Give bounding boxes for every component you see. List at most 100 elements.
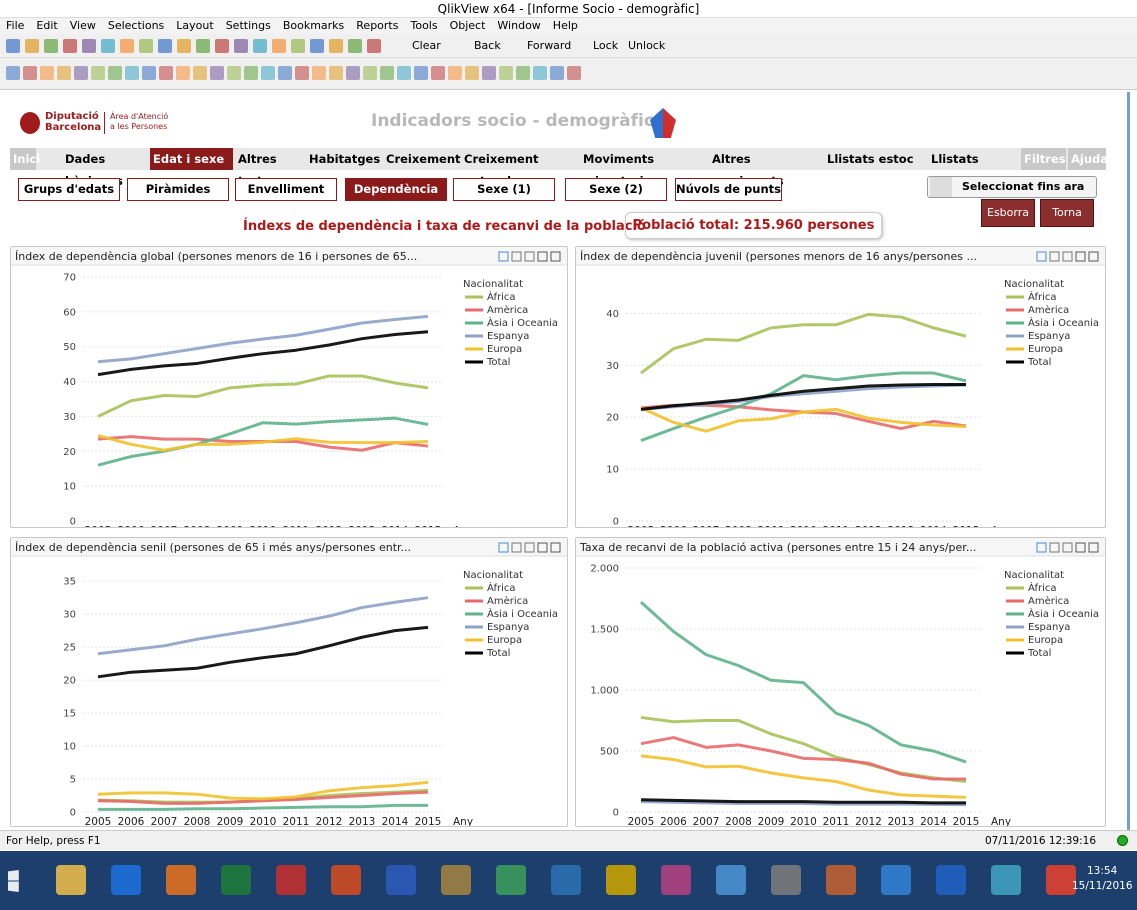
toolbar-icon[interactable]	[23, 66, 37, 80]
nav-tab[interactable]: Inici	[10, 148, 40, 170]
toolbar-icon[interactable]	[227, 66, 241, 80]
toolbar-icon[interactable]	[177, 39, 191, 53]
taskbar-app[interactable]	[331, 865, 361, 895]
toolbar-icon[interactable]	[499, 66, 513, 80]
sub-tab[interactable]: Piràmides	[127, 178, 229, 201]
taskbar-app[interactable]	[56, 865, 86, 895]
menu-item[interactable]: File	[6, 19, 25, 32]
taskbar-app[interactable]	[661, 865, 691, 895]
nav-tab[interactable]: Llistats estoc	[824, 148, 926, 170]
toolbar-icon[interactable]	[414, 66, 428, 80]
toolbar-icon[interactable]	[176, 66, 190, 80]
toolbar-icon[interactable]	[215, 39, 229, 53]
toolbar-icon[interactable]	[533, 66, 547, 80]
toolbar-icon[interactable]	[310, 39, 324, 53]
toolbar-icon[interactable]	[6, 66, 20, 80]
toolbar-icon[interactable]	[234, 39, 248, 53]
toolbar-button[interactable]: Unlock	[628, 39, 666, 52]
sub-tab[interactable]: Sexe (1)	[453, 178, 555, 201]
toolbar-icon[interactable]	[278, 66, 292, 80]
taskbar-app[interactable]	[771, 865, 801, 895]
toolbar-icon[interactable]	[295, 66, 309, 80]
taskbar-app[interactable]	[111, 865, 141, 895]
taskbar-app[interactable]	[1046, 865, 1076, 895]
toolbar-icon[interactable]	[159, 66, 173, 80]
toolbar-icon[interactable]	[139, 39, 153, 53]
taskbar-app[interactable]	[716, 865, 746, 895]
nav-tab[interactable]: Dades bàsiques	[62, 148, 148, 188]
nav-tab[interactable]: Llistats moviments	[928, 148, 1020, 188]
toolbar-icon[interactable]	[329, 39, 343, 53]
taskbar-app[interactable]	[826, 865, 856, 895]
nav-tab[interactable]: Altres moviments	[709, 148, 822, 188]
action-button[interactable]: Torna	[1040, 199, 1094, 227]
toolbar-icon[interactable]	[44, 39, 58, 53]
toolbar-icon[interactable]	[348, 39, 362, 53]
toolbar-icon[interactable]	[312, 66, 326, 80]
toolbar-icon[interactable]	[291, 39, 305, 53]
menu-item[interactable]: Window	[497, 19, 541, 32]
toolbar-icon[interactable]	[108, 66, 122, 80]
toolbar-icon[interactable]	[244, 66, 258, 80]
menu-item[interactable]: View	[69, 19, 96, 32]
toolbar-icon[interactable]	[193, 66, 207, 80]
toolbar-icon[interactable]	[63, 39, 77, 53]
menu-item[interactable]: Layout	[176, 19, 214, 32]
toolbar-icon[interactable]	[567, 66, 581, 80]
toolbar-icon[interactable]	[329, 66, 343, 80]
menu-item[interactable]: Tools	[410, 19, 438, 32]
toolbar-icon[interactable]	[363, 66, 377, 80]
sub-tab[interactable]: Dependència	[345, 178, 447, 201]
toolbar-icon[interactable]	[465, 66, 479, 80]
toolbar-icon[interactable]	[346, 66, 360, 80]
taskbar-app[interactable]	[441, 865, 471, 895]
sub-tab[interactable]: Sexe (2)	[565, 178, 667, 201]
toolbar-button[interactable]: Clear	[412, 39, 441, 52]
toolbar-button[interactable]: Lock	[593, 39, 619, 52]
toolbar-icon[interactable]	[120, 39, 134, 53]
toolbar-icon[interactable]	[125, 66, 139, 80]
toolbar-icon[interactable]	[91, 66, 105, 80]
action-button[interactable]: Esborra	[981, 199, 1035, 227]
nav-tab[interactable]: Creixement	[383, 148, 461, 170]
toolbar-icon[interactable]	[550, 66, 564, 80]
toolbar-icon[interactable]	[261, 66, 275, 80]
menu-item[interactable]: Object	[449, 19, 486, 32]
nav-tab[interactable]: Filtres	[1021, 148, 1066, 170]
toolbar-icon[interactable]	[516, 66, 530, 80]
sub-tab[interactable]: Núvols de punts	[675, 178, 782, 201]
menu-item[interactable]: Help	[552, 19, 578, 32]
toolbar-icon[interactable]	[25, 39, 39, 53]
nav-tab[interactable]: Altres trets	[235, 148, 305, 188]
nav-tab[interactable]: Ajuda	[1068, 148, 1108, 170]
taskbar-app[interactable]	[496, 865, 526, 895]
taskbar-app[interactable]	[276, 865, 306, 895]
taskbar-app[interactable]	[551, 865, 581, 895]
toolbar-icon[interactable]	[397, 66, 411, 80]
taskbar-app[interactable]	[386, 865, 416, 895]
menu-item[interactable]: Edit	[36, 19, 58, 32]
toolbar-icon[interactable]	[158, 39, 172, 53]
taskbar-app[interactable]	[221, 865, 251, 895]
menu-item[interactable]: Selections	[107, 19, 165, 32]
sub-tab[interactable]: Grups d'edats	[18, 178, 120, 201]
current-selections[interactable]	[927, 176, 1097, 198]
toolbar-button[interactable]: Forward	[527, 39, 572, 52]
toolbar-icon[interactable]	[431, 66, 445, 80]
toolbar-icon[interactable]	[101, 39, 115, 53]
toolbar-icon[interactable]	[210, 66, 224, 80]
toolbar-icon[interactable]	[142, 66, 156, 80]
taskbar-app[interactable]	[881, 865, 911, 895]
toolbar-icon[interactable]	[74, 66, 88, 80]
taskbar-app[interactable]	[606, 865, 636, 895]
nav-tab[interactable]: Habitatges	[306, 148, 381, 170]
taskbar-app[interactable]	[991, 865, 1021, 895]
start-button[interactable]	[8, 869, 19, 893]
taskbar-app[interactable]	[936, 865, 966, 895]
toolbar-icon[interactable]	[82, 39, 96, 53]
taskbar-app[interactable]	[166, 865, 196, 895]
toolbar-icon[interactable]	[57, 66, 71, 80]
menu-item[interactable]: Settings	[225, 19, 271, 32]
nav-tab[interactable]: Edat i sexe	[150, 148, 233, 170]
toolbar-icon[interactable]	[380, 66, 394, 80]
